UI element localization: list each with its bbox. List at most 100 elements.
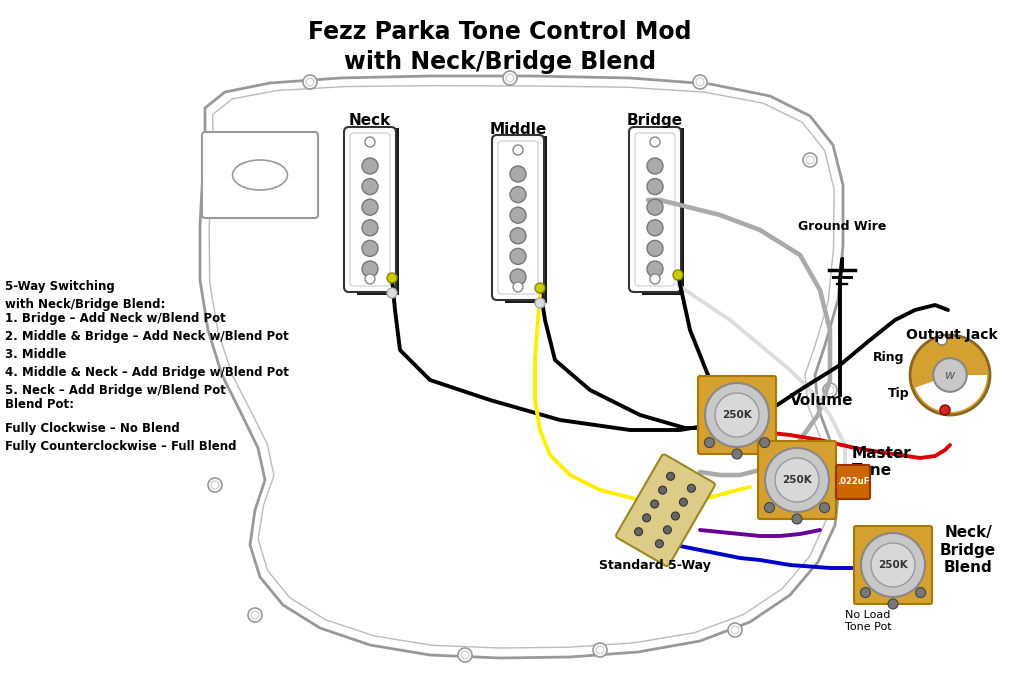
FancyBboxPatch shape	[202, 132, 318, 218]
Circle shape	[679, 498, 687, 506]
FancyBboxPatch shape	[836, 465, 870, 499]
Circle shape	[510, 207, 526, 223]
Circle shape	[535, 298, 545, 308]
Text: Neck: Neck	[349, 113, 391, 128]
FancyBboxPatch shape	[616, 454, 715, 566]
Circle shape	[635, 527, 643, 536]
Text: Ground Wire: Ground Wire	[798, 220, 886, 233]
Circle shape	[510, 186, 526, 203]
Circle shape	[510, 228, 526, 244]
Circle shape	[806, 156, 814, 164]
Circle shape	[510, 249, 526, 264]
Text: Neck/
Bridge
Blend: Neck/ Bridge Blend	[940, 525, 996, 575]
Text: Standard 5-Way: Standard 5-Way	[599, 558, 711, 571]
Circle shape	[728, 623, 742, 637]
Text: Output Jack: Output Jack	[906, 328, 997, 342]
Text: Fully Clockwise – No Blend
Fully Counterclockwise – Full Blend: Fully Clockwise – No Blend Fully Counter…	[5, 422, 237, 453]
Circle shape	[696, 78, 705, 86]
Circle shape	[693, 75, 707, 89]
Text: Volume: Volume	[790, 393, 853, 408]
Circle shape	[658, 486, 667, 494]
Text: Tip: Tip	[889, 386, 910, 399]
Circle shape	[362, 261, 378, 277]
Circle shape	[940, 405, 950, 415]
Circle shape	[888, 599, 898, 609]
Circle shape	[667, 472, 675, 480]
Text: Blend Pot:: Blend Pot:	[5, 398, 74, 411]
Circle shape	[765, 503, 774, 512]
Circle shape	[458, 648, 472, 662]
Circle shape	[861, 533, 925, 597]
Circle shape	[673, 270, 683, 280]
Text: 250K: 250K	[782, 475, 812, 485]
Circle shape	[915, 588, 926, 597]
Circle shape	[506, 74, 514, 82]
Circle shape	[365, 137, 375, 147]
Circle shape	[933, 358, 967, 392]
Polygon shape	[505, 136, 547, 303]
Text: .022uF: .022uF	[837, 477, 869, 486]
Circle shape	[775, 458, 819, 502]
Circle shape	[362, 240, 378, 256]
Polygon shape	[642, 128, 684, 295]
Circle shape	[823, 383, 837, 397]
Wedge shape	[915, 375, 987, 412]
Circle shape	[387, 273, 397, 283]
Circle shape	[687, 484, 695, 493]
Text: with Neck/Bridge Blend: with Neck/Bridge Blend	[344, 50, 656, 74]
Circle shape	[650, 500, 658, 508]
Circle shape	[362, 158, 378, 174]
FancyBboxPatch shape	[698, 376, 776, 454]
Circle shape	[362, 220, 378, 236]
Circle shape	[860, 588, 870, 597]
FancyBboxPatch shape	[854, 526, 932, 604]
Polygon shape	[200, 76, 843, 658]
Text: Middle: Middle	[489, 122, 547, 137]
Text: Ring: Ring	[872, 351, 904, 364]
Circle shape	[655, 540, 664, 548]
Text: 250K: 250K	[879, 560, 908, 570]
Circle shape	[765, 448, 829, 512]
Circle shape	[208, 148, 222, 162]
Circle shape	[819, 503, 829, 512]
Circle shape	[643, 514, 650, 522]
Circle shape	[248, 608, 262, 622]
Circle shape	[211, 151, 219, 159]
Ellipse shape	[232, 160, 288, 190]
Circle shape	[705, 438, 715, 447]
Circle shape	[715, 393, 759, 437]
Circle shape	[826, 506, 834, 514]
FancyBboxPatch shape	[492, 135, 544, 300]
Circle shape	[211, 481, 219, 489]
Circle shape	[365, 274, 375, 284]
Circle shape	[596, 646, 604, 654]
Circle shape	[650, 137, 660, 147]
Circle shape	[513, 282, 523, 292]
Text: Bridge: Bridge	[627, 113, 683, 128]
FancyBboxPatch shape	[344, 127, 396, 292]
Circle shape	[705, 383, 769, 447]
Circle shape	[535, 283, 545, 293]
Circle shape	[647, 240, 663, 256]
Circle shape	[910, 335, 990, 415]
Circle shape	[760, 438, 770, 447]
Circle shape	[510, 269, 526, 285]
FancyBboxPatch shape	[350, 133, 390, 286]
Circle shape	[303, 75, 317, 89]
Polygon shape	[357, 128, 399, 295]
Circle shape	[792, 514, 802, 524]
Circle shape	[306, 78, 314, 86]
Circle shape	[937, 335, 947, 345]
Circle shape	[672, 512, 679, 520]
Circle shape	[647, 158, 663, 174]
FancyBboxPatch shape	[635, 133, 675, 286]
Circle shape	[208, 478, 222, 492]
Circle shape	[823, 503, 837, 517]
Circle shape	[513, 145, 523, 155]
Circle shape	[871, 543, 915, 587]
FancyBboxPatch shape	[498, 141, 538, 294]
Circle shape	[826, 386, 834, 394]
Text: w: w	[945, 369, 955, 382]
Circle shape	[647, 220, 663, 236]
Text: 250K: 250K	[722, 410, 752, 420]
